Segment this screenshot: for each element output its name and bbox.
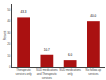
svg-text:Percent: Percent [3, 30, 7, 40]
svg-text:30: 30 [7, 31, 11, 35]
svg-text:SUD medicationsand Therapeutic: SUD medicationsand Therapeuticservices [36, 68, 58, 79]
svg-text:No follow-upservices: No follow-upservices [86, 68, 102, 76]
svg-text:40: 40 [7, 19, 11, 23]
svg-text:40.0: 40.0 [90, 14, 96, 18]
svg-text:SUD medicationsonly: SUD medicationsonly [59, 68, 81, 76]
svg-text:6.0: 6.0 [68, 53, 73, 57]
svg-text:43.3: 43.3 [21, 10, 27, 14]
svg-text:10.7: 10.7 [44, 48, 50, 52]
svg-text:50: 50 [7, 8, 11, 12]
svg-text:Therapeuticservices only: Therapeuticservices only [16, 68, 33, 76]
svg-text:20: 20 [7, 42, 11, 46]
svg-text:10: 10 [7, 54, 11, 58]
svg-text:0: 0 [9, 65, 11, 69]
